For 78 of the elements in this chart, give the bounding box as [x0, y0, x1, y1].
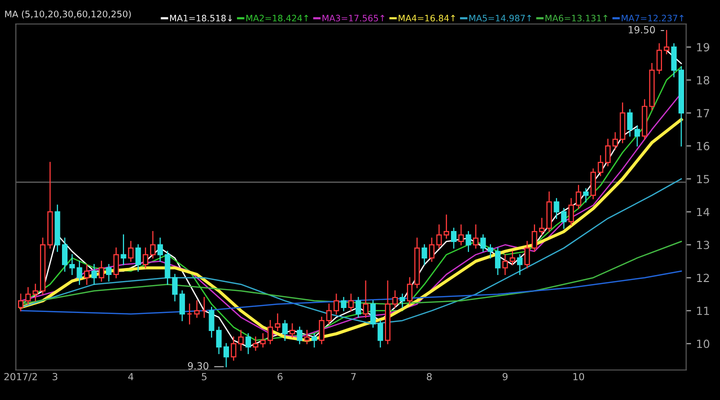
x-tick-label: 9: [502, 372, 508, 380]
candlestick: [296, 326, 302, 344]
candlestick: [539, 218, 545, 236]
candlestick: [128, 240, 134, 262]
candlestick: [223, 343, 229, 368]
candlestick: [157, 238, 163, 262]
y-tick-label: 16: [697, 142, 710, 150]
candlestick: [400, 294, 406, 308]
candlestick: [473, 224, 479, 249]
y-tick-label: 19: [697, 43, 710, 52]
candlestick: [406, 277, 412, 305]
candlestick: [348, 294, 354, 312]
candlestick: [62, 238, 68, 272]
y-tick-label: 14: [697, 208, 710, 216]
x-tick-label: 3: [52, 372, 58, 380]
candlestick: [334, 294, 340, 315]
candlestick: [495, 248, 501, 275]
candlestick: [84, 264, 90, 285]
candlestick: [18, 294, 24, 312]
candlestick: [312, 333, 318, 348]
candlestick: [392, 290, 398, 308]
legend-label: MA5=14.987↑: [469, 14, 532, 22]
candlestick: [113, 248, 119, 278]
text: MA (5,10,20,30,60,120,250): [5, 10, 131, 18]
legend-label: MA3=17.565↑: [322, 14, 384, 22]
annotation: 9.30: [188, 362, 208, 370]
candlestick: [466, 231, 472, 252]
y-tick-label: 17: [697, 109, 710, 118]
candlestick: [576, 184, 582, 210]
candlestick: [450, 228, 457, 249]
candlestick: [568, 198, 574, 226]
candlestick: [268, 320, 274, 344]
candlestick: [98, 260, 104, 282]
candlestick: [517, 254, 523, 275]
candlestick: [362, 280, 368, 318]
y-tick-label: 10: [697, 340, 710, 348]
candlestick: [245, 333, 252, 354]
legend-label: MA4=16.84↑: [398, 14, 455, 22]
x-tick-label: 5: [202, 373, 206, 380]
x-tick-label: 2017/2: [4, 372, 37, 382]
line-series: [20, 270, 682, 315]
candlestick: [627, 109, 633, 137]
candlestick: [612, 132, 618, 150]
candlestick: [282, 320, 288, 341]
candlestick: [290, 323, 296, 338]
y-tick-label: 12: [697, 274, 709, 282]
legend-label: MA7=12.237↑: [622, 14, 684, 22]
candlestick: [356, 296, 362, 318]
y-tick-label: 18: [697, 76, 710, 84]
legend-label: MA2=18.424↑: [246, 14, 308, 22]
x-tick-label: 6: [278, 372, 283, 380]
x-tick-label: 4: [128, 373, 134, 380]
candlestick: [194, 300, 200, 318]
candlestick: [458, 224, 464, 246]
candlestick: [656, 43, 662, 74]
candlestick: [634, 126, 640, 146]
x-tick-label: 7: [351, 373, 356, 380]
candlestick: [120, 234, 126, 266]
legend-label: MA6=13.131↑: [546, 14, 608, 22]
candlestick: [428, 238, 434, 262]
legend-label: MA1=18.518↓: [170, 14, 232, 22]
candlestick: [422, 244, 428, 266]
annotation: 19.50: [628, 26, 655, 34]
candlestick: [304, 330, 310, 344]
candlestick: [135, 244, 141, 272]
candlestick: [91, 264, 97, 285]
x-tick-label: 10: [573, 372, 584, 380]
y-tick-label: 13: [697, 240, 710, 250]
candlestick: [340, 296, 346, 312]
candlestick: [590, 168, 596, 200]
candlestick: [106, 264, 112, 282]
candlestick: [274, 313, 280, 332]
candlestick: [179, 290, 185, 322]
y-tick-label: 11: [697, 306, 709, 315]
candlestick: [671, 43, 677, 78]
x-tick-label: 8: [426, 372, 432, 380]
candlestick: [583, 188, 589, 202]
y-tick-label: 15: [697, 174, 710, 184]
